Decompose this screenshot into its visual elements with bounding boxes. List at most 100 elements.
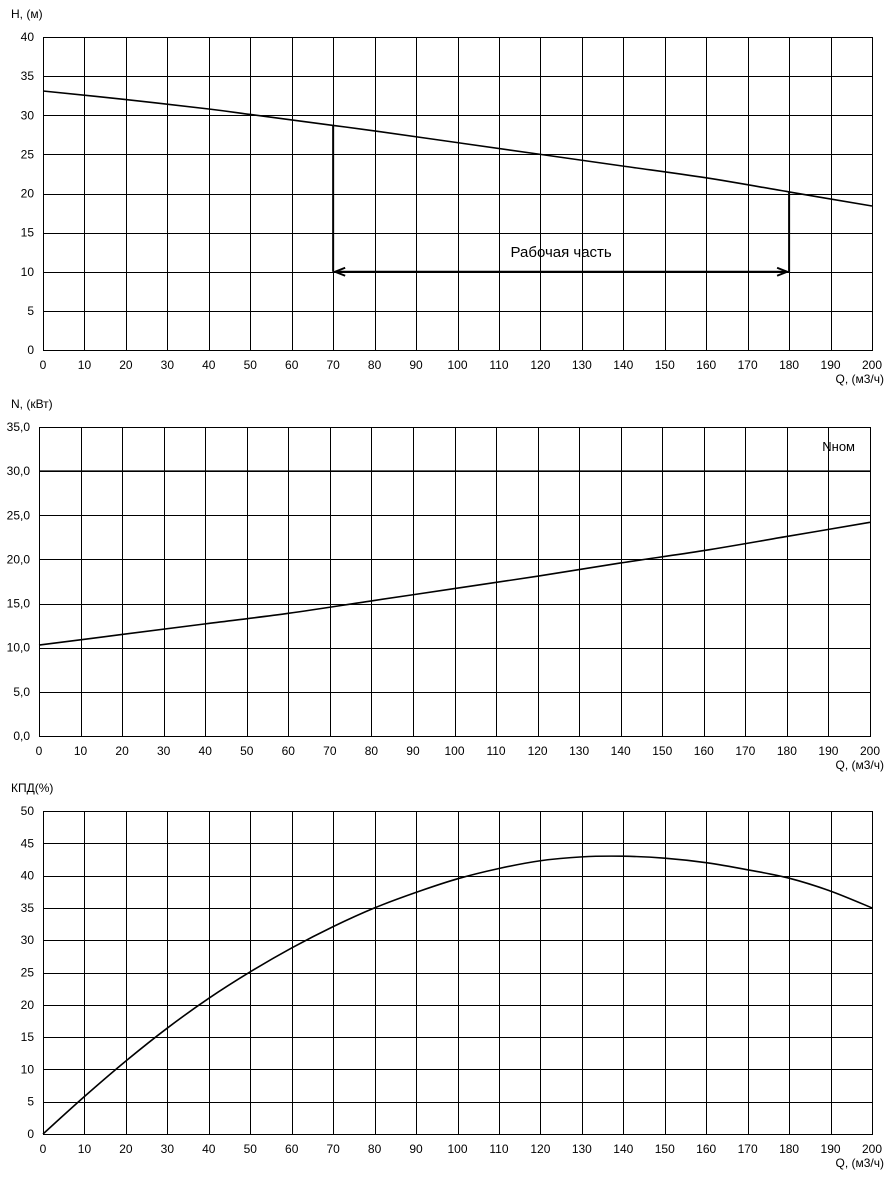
x-tick-label: 0 xyxy=(36,744,43,758)
x-tick-label: 30 xyxy=(157,744,171,758)
x-tick-label: 40 xyxy=(202,358,216,372)
x-tick-label: 160 xyxy=(696,358,716,372)
x-tick-label: 180 xyxy=(779,1142,799,1156)
y-tick-label: 10 xyxy=(21,265,35,279)
x-tick-label: 30 xyxy=(161,358,175,372)
x-tick-label: 160 xyxy=(696,1142,716,1156)
x-tick-label: 170 xyxy=(738,358,758,372)
x-tick-label: 200 xyxy=(862,358,882,372)
y-tick-label: 15 xyxy=(21,1030,35,1044)
x-tick-label: 100 xyxy=(444,744,464,758)
x-tick-label: 50 xyxy=(244,1142,258,1156)
x-tick-label: 110 xyxy=(486,744,505,758)
y-tick-label: 25,0 xyxy=(7,508,31,522)
x-tick-label: 130 xyxy=(572,1142,592,1156)
y-tick-label: 50 xyxy=(21,804,35,818)
x-tick-label: 120 xyxy=(530,358,550,372)
y-tick-label: 5,0 xyxy=(13,685,30,699)
power-chart: 0 10 20 30 40 50 60 70 80 90 100 110 120 130 140 150 160… xyxy=(7,397,884,772)
plot-frame xyxy=(43,811,873,1135)
x-tick-label: 10 xyxy=(78,358,92,372)
x-tick-label: 170 xyxy=(738,1142,758,1156)
x-tick-label: 90 xyxy=(409,358,423,372)
y-tick-label: 25 xyxy=(21,147,35,161)
x-tick-label: 80 xyxy=(368,358,382,372)
y-tick-label: 45 xyxy=(21,836,35,850)
x-tick-label: 130 xyxy=(569,744,589,758)
x-tick-label: 80 xyxy=(365,744,379,758)
y-tick-label: 5 xyxy=(27,304,34,318)
head-chart: 0 10 20 30 40 50 60 70 80 90 100 110 120 130 140 150 160… xyxy=(11,7,884,386)
nominal-power-label: Nном xyxy=(822,439,855,454)
y-tick-label: 25 xyxy=(21,966,35,980)
x-tick-label: 40 xyxy=(202,1142,216,1156)
y-tick-label: 0,0 xyxy=(13,729,30,743)
y-tick-label: 40 xyxy=(21,30,35,44)
arrowhead-right xyxy=(776,266,790,277)
x-tick-label: 50 xyxy=(244,358,258,372)
x-tick-label: 60 xyxy=(285,358,299,372)
x-tick-label: 110 xyxy=(489,358,508,372)
x-tick-label: 20 xyxy=(119,1142,133,1156)
y-tick-label: 30 xyxy=(21,108,35,122)
y-tick-label: 30,0 xyxy=(7,464,31,478)
x-tick-label: 100 xyxy=(447,358,467,372)
y-tick-label: 5 xyxy=(27,1095,34,1109)
x-tick-label: 80 xyxy=(368,1142,382,1156)
x-tick-label: 200 xyxy=(860,744,880,758)
y-tick-label: 30 xyxy=(21,933,35,947)
y-tick-label: 10,0 xyxy=(7,641,31,655)
series-line xyxy=(38,521,871,646)
x-tick-label: 150 xyxy=(655,1142,675,1156)
x-tick-label: 20 xyxy=(119,358,133,372)
x-tick-label: 10 xyxy=(74,744,88,758)
x-tick-label: 190 xyxy=(821,1142,841,1156)
x-tick-label: 130 xyxy=(572,358,592,372)
x-axis-title: Q, (м3/ч) xyxy=(835,758,884,772)
x-tick-label: 150 xyxy=(655,358,675,372)
y-tick-label: 35 xyxy=(21,69,35,83)
working-range-label: Рабочая часть xyxy=(511,244,612,261)
x-tick-label: 110 xyxy=(489,1142,508,1156)
x-tick-label: 160 xyxy=(694,744,714,758)
plot-frame xyxy=(39,427,871,737)
x-tick-label: 90 xyxy=(406,744,420,758)
y-axis-title: N, (кВт) xyxy=(11,397,53,411)
y-tick-label: 0 xyxy=(27,1127,34,1141)
x-tick-label: 50 xyxy=(240,744,254,758)
y-tick-label: 40 xyxy=(21,869,35,883)
x-tick-label: 20 xyxy=(115,744,129,758)
y-tick-label: 0 xyxy=(27,343,34,357)
x-tick-label: 190 xyxy=(821,358,841,372)
plot-frame xyxy=(43,37,873,351)
x-tick-label: 200 xyxy=(862,1142,882,1156)
x-tick-label: 60 xyxy=(282,744,296,758)
x-tick-label: 120 xyxy=(528,744,548,758)
y-tick-label: 20 xyxy=(21,998,35,1012)
x-tick-label: 0 xyxy=(40,358,47,372)
x-tick-label: 30 xyxy=(161,1142,175,1156)
efficiency-chart: 0 10 20 30 40 50 60 70 80 90 100 110 120 130 140 150 160… xyxy=(11,781,884,1170)
x-tick-label: 40 xyxy=(199,744,213,758)
x-tick-label: 100 xyxy=(447,1142,467,1156)
x-tick-label: 180 xyxy=(779,358,799,372)
y-axis-title: H, (м) xyxy=(11,7,43,21)
x-tick-label: 70 xyxy=(323,744,337,758)
x-tick-label: 140 xyxy=(611,744,631,758)
x-axis-title: Q, (м3/ч) xyxy=(835,1156,884,1170)
y-axis-title: КПД(%) xyxy=(11,781,53,795)
x-tick-label: 90 xyxy=(409,1142,423,1156)
x-tick-label: 120 xyxy=(530,1142,550,1156)
x-tick-label: 70 xyxy=(326,1142,340,1156)
x-tick-label: 140 xyxy=(613,358,633,372)
x-tick-label: 180 xyxy=(777,744,797,758)
y-tick-label: 10 xyxy=(21,1062,35,1076)
y-tick-label: 20,0 xyxy=(7,552,31,566)
x-tick-label: 0 xyxy=(40,1142,47,1156)
arrowhead-left xyxy=(332,266,346,277)
y-tick-label: 20 xyxy=(21,187,35,201)
x-tick-label: 70 xyxy=(326,358,340,372)
x-tick-label: 190 xyxy=(818,744,838,758)
x-tick-label: 150 xyxy=(652,744,672,758)
